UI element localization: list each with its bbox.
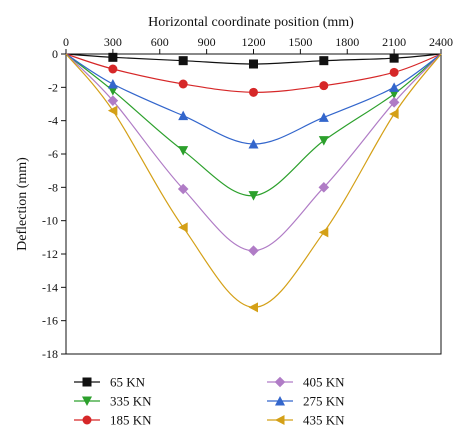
data-point bbox=[249, 59, 258, 69]
legend-label: 335 KN bbox=[110, 394, 152, 409]
data-point bbox=[318, 136, 329, 146]
series-layer bbox=[65, 52, 442, 313]
x-tick-label: 0 bbox=[63, 35, 69, 49]
data-point bbox=[248, 139, 259, 149]
y-tick-label: -6 bbox=[48, 147, 58, 161]
series-line bbox=[65, 53, 442, 252]
data-point bbox=[178, 146, 189, 156]
x-tick-label: 2400 bbox=[429, 35, 453, 49]
data-point bbox=[389, 89, 400, 99]
series-65-kn bbox=[65, 52, 442, 69]
data-point bbox=[389, 53, 399, 63]
x-axis-title: Horizontal coordinate position (mm) bbox=[148, 15, 354, 30]
x-tick-label: 300 bbox=[104, 35, 122, 49]
x-tick-label: 2100 bbox=[382, 35, 406, 49]
legend-label: 185 KN bbox=[110, 413, 152, 428]
y-tick-label: -10 bbox=[42, 214, 58, 228]
legend-marker bbox=[82, 377, 92, 387]
data-point bbox=[107, 79, 118, 89]
legend-item: 405 KN bbox=[267, 375, 345, 390]
data-point bbox=[178, 222, 188, 233]
data-point bbox=[107, 95, 119, 106]
data-point bbox=[107, 105, 118, 116]
data-point bbox=[108, 52, 118, 62]
y-tick-label: -4 bbox=[48, 114, 58, 128]
data-point bbox=[388, 97, 400, 108]
series-405-kn bbox=[65, 53, 442, 256]
y-axis-title: Deflection (mm) bbox=[15, 157, 30, 251]
legend: 65 KN 335 KN 185 KN 405 KN 275 KN 435 KN bbox=[74, 375, 345, 428]
data-point bbox=[248, 191, 259, 201]
legend-item: 335 KN bbox=[74, 394, 152, 409]
y-tick-label: -18 bbox=[42, 347, 58, 361]
series-185-kn bbox=[65, 53, 442, 97]
series-335-kn bbox=[65, 53, 442, 201]
data-point bbox=[389, 67, 399, 77]
y-tick-label: -12 bbox=[42, 247, 58, 261]
legend-item: 65 KN bbox=[74, 375, 146, 390]
data-point bbox=[318, 227, 329, 238]
y-tick-label: -2 bbox=[48, 80, 58, 94]
data-point bbox=[319, 56, 329, 66]
data-point bbox=[108, 64, 118, 74]
axes-frame: 0 300 600 900 1200 1500 1800 2100 2400 0 -2 -4 -6 -8 -… bbox=[42, 35, 453, 361]
data-point bbox=[248, 245, 259, 256]
legend-marker bbox=[82, 415, 92, 425]
data-point bbox=[249, 87, 258, 97]
legend-marker bbox=[275, 415, 285, 425]
y-tick-label: -16 bbox=[42, 314, 58, 328]
data-point bbox=[178, 79, 188, 89]
data-point bbox=[178, 110, 189, 121]
legend-label: 275 KN bbox=[303, 394, 345, 409]
legend-marker bbox=[82, 396, 92, 406]
legend-item: 435 KN bbox=[267, 413, 345, 428]
data-point bbox=[389, 109, 399, 119]
data-point bbox=[178, 56, 188, 66]
y-tick-label: 0 bbox=[52, 47, 58, 61]
data-point bbox=[248, 302, 258, 313]
x-tick-label: 1500 bbox=[288, 35, 312, 49]
x-tick-label: 900 bbox=[198, 35, 216, 49]
y-tick-label: -14 bbox=[42, 280, 58, 294]
x-tick-label: 1800 bbox=[335, 35, 359, 49]
legend-item: 185 KN bbox=[74, 413, 152, 428]
legend-marker bbox=[275, 396, 285, 406]
data-point bbox=[177, 183, 189, 195]
x-tick-label: 1200 bbox=[242, 35, 266, 49]
data-point bbox=[389, 82, 400, 92]
legend-label: 65 KN bbox=[110, 375, 146, 390]
data-point bbox=[107, 86, 118, 96]
legend-marker bbox=[274, 376, 286, 388]
data-point bbox=[319, 81, 329, 91]
series-275-kn bbox=[65, 53, 442, 149]
legend-item: 275 KN bbox=[267, 394, 345, 409]
data-point bbox=[318, 112, 329, 122]
legend-label: 435 KN bbox=[303, 413, 345, 428]
data-point bbox=[318, 182, 330, 193]
y-tick-label: -8 bbox=[48, 180, 58, 194]
legend-label: 405 KN bbox=[303, 375, 345, 390]
x-tick-label: 600 bbox=[151, 35, 169, 49]
series-435-kn bbox=[65, 53, 442, 313]
